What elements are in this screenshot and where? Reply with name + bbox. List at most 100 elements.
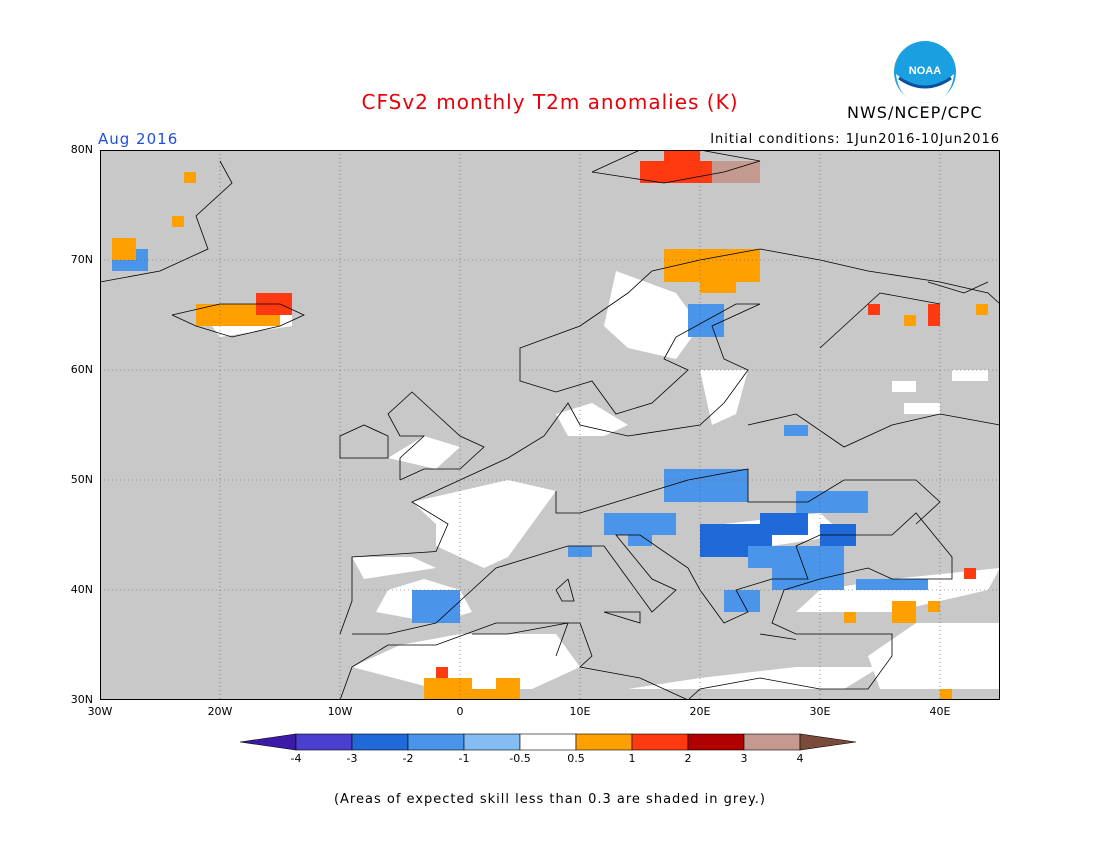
coastline [339, 622, 689, 700]
lat-label: 80N [70, 143, 93, 156]
no-signal-region [352, 634, 580, 689]
no-signal-region [628, 667, 880, 689]
anomaly-cell [856, 579, 928, 590]
lat-label: 70N [70, 253, 93, 266]
anomaly-cell [112, 238, 136, 260]
anomaly-cell [796, 491, 868, 513]
anomaly-cell [748, 546, 844, 568]
lat-label: 40N [70, 583, 93, 596]
lon-label: 20E [689, 705, 711, 718]
coastline [747, 413, 1000, 448]
lat-label: 50N [70, 473, 93, 486]
anomaly-cell [976, 304, 988, 315]
anomaly-cell [568, 546, 592, 557]
colorbar-tick-label: 4 [796, 752, 804, 765]
anomaly-cell [664, 249, 760, 282]
anomaly-cell [424, 678, 472, 700]
coastline [603, 611, 641, 624]
no-signal-region [556, 403, 628, 436]
anomaly-cell [760, 513, 808, 535]
colorbar-segment [631, 733, 689, 751]
coastline [927, 281, 989, 294]
coastlines [100, 150, 1000, 700]
colorbar-segment [351, 733, 409, 751]
colorbar-tick-label: 0.5 [567, 752, 585, 765]
no-signal-region [412, 480, 556, 568]
initial-conditions: Initial conditions: 1Jun2016-10Jun2016 [710, 132, 1000, 147]
skill-footnote: (Areas of expected skill less than 0.3 a… [333, 792, 767, 807]
anomaly-cell [172, 216, 184, 227]
colorbar-tick-label: 3 [740, 752, 748, 765]
coastline [555, 578, 575, 602]
anomaly-cell [868, 304, 880, 315]
colorbar-tick-label: -2 [402, 752, 414, 765]
anomaly-cell [436, 667, 448, 678]
anomaly-cell [784, 425, 808, 436]
coastline [591, 150, 761, 184]
anomaly-cell [844, 612, 856, 623]
no-signal-region [388, 436, 460, 469]
colorbar-tick-label: 1 [628, 752, 636, 765]
anomaly-cell [712, 161, 760, 183]
anomaly-cell [664, 469, 748, 502]
coastline [819, 292, 941, 349]
colorbar-tick-label: -0.5 [509, 752, 531, 765]
no-signal-region [952, 370, 988, 381]
colorbar-tick-label: -1 [458, 752, 470, 765]
colorbar-right-arrow [799, 733, 857, 751]
colorbar-segment [575, 733, 633, 751]
coastline [759, 633, 797, 640]
no-signal-region [352, 557, 436, 579]
lon-label: 10W [327, 705, 353, 718]
lon-label: 40E [929, 705, 951, 718]
colorbar-segment [463, 733, 521, 751]
no-signal-region [928, 656, 952, 667]
anomaly-cell [928, 601, 940, 612]
colorbar-segment [407, 733, 465, 751]
anomaly-cell [964, 568, 976, 579]
lon-label: 30E [809, 705, 831, 718]
colorbar-segment [743, 733, 801, 751]
lat-label: 30N [70, 693, 93, 706]
no-signal-region [700, 370, 748, 425]
coastline [387, 391, 485, 481]
anomaly-cell [496, 678, 520, 689]
forecast-period: Aug 2016 [98, 130, 179, 148]
coastline [339, 248, 1000, 635]
anomaly-cell [700, 282, 736, 293]
anomaly-cell [184, 172, 196, 183]
colorbar-segment [687, 733, 745, 751]
coastline [171, 303, 305, 338]
colorbar-segment [519, 733, 577, 751]
coastline [100, 160, 233, 283]
lon-label: 10E [569, 705, 591, 718]
chart-title: CFSv2 monthly T2m anomalies (K) [361, 90, 739, 114]
anomaly-cell [892, 601, 916, 623]
anomaly-cell [904, 315, 916, 326]
no-signal-region [892, 381, 916, 392]
anomaly-map [100, 150, 1000, 700]
colorbar [240, 733, 857, 751]
skill-mask-background [100, 150, 1000, 700]
anomaly-cells [112, 150, 988, 700]
anomaly-cell [412, 590, 460, 623]
coastline [352, 512, 953, 700]
colorbar-left-arrow [240, 733, 297, 751]
anomaly-cell [928, 304, 940, 326]
anomaly-cell [940, 689, 952, 700]
noaa-logo: NOAA [894, 41, 956, 103]
anomaly-cell [664, 150, 700, 172]
colorbar-tick-label: -4 [290, 752, 302, 765]
lon-label: 0 [456, 705, 464, 718]
coastline [339, 424, 389, 459]
no-signal-region [904, 403, 940, 414]
colorbar-segment [295, 733, 353, 751]
lon-label: 30W [87, 705, 113, 718]
lon-label: 20W [207, 705, 233, 718]
anomaly-cell [472, 689, 520, 700]
colorbar-tick-label: -3 [346, 752, 358, 765]
noaa-logo-text: NOAA [909, 65, 941, 77]
lat-label: 60N [70, 363, 93, 376]
colorbar-tick-label: 2 [684, 752, 692, 765]
agency-label: NWS/NCEP/CPC [847, 103, 983, 122]
